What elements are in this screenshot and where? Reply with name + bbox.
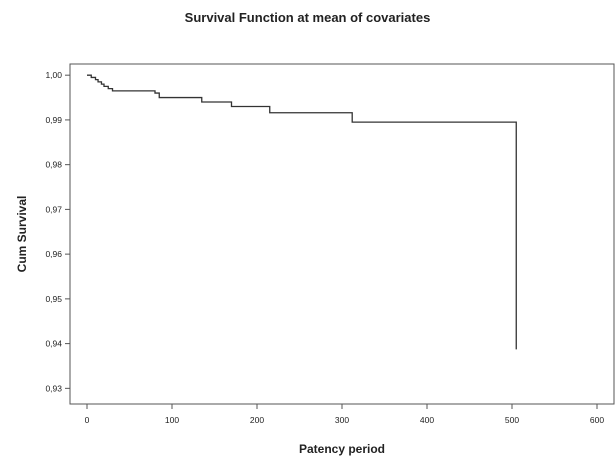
y-tick-label: 0,96 [45,249,62,259]
y-tick-label: 0,93 [45,383,62,393]
y-tick-label: 0,97 [45,204,62,214]
x-tick-label: 400 [420,415,434,425]
y-tick-label: 0,99 [45,115,62,125]
x-tick-label: 100 [165,415,179,425]
y-tick-label: 0,94 [45,339,62,349]
y-tick-label: 1,00 [45,70,62,80]
x-axis: 0 100 200 300 400 500 600 [85,404,604,425]
chart-title: Survival Function at mean of covariates [184,10,431,25]
y-axis-title: Cum Survival [15,196,29,273]
y-tick-label: 0,98 [45,160,62,170]
x-axis-title: Patency period [299,442,385,456]
survival-curve-line [87,74,517,350]
x-tick-label: 300 [335,415,349,425]
x-tick-label: 200 [250,415,264,425]
plot-frame [69,63,615,405]
x-tick-label: 0 [85,415,90,425]
y-tick-label: 0,95 [45,294,62,304]
x-tick-label: 600 [590,415,604,425]
y-axis: 0,93 0,94 0,95 0,96 0,97 0,98 0,99 1,00 [45,70,70,393]
x-tick-label: 500 [505,415,519,425]
